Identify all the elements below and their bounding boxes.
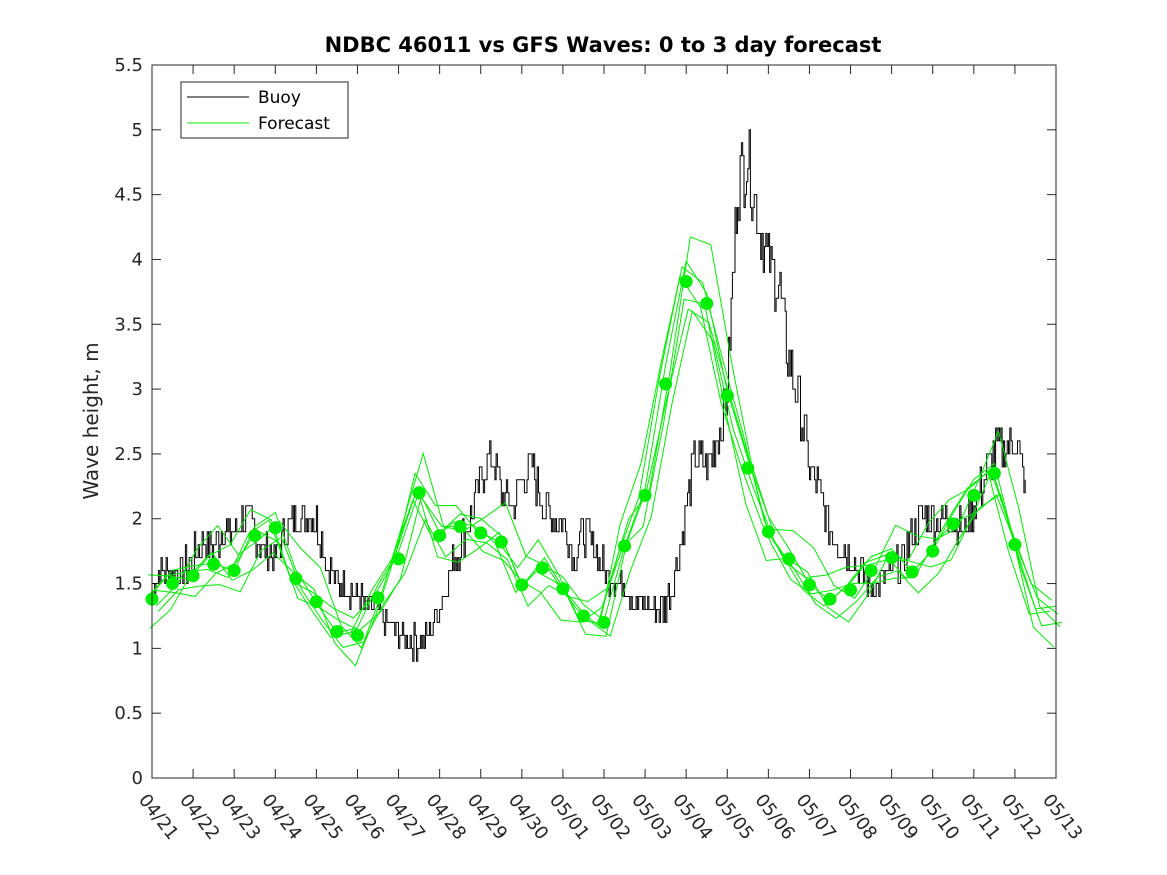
y-tick-label: 0 <box>132 768 143 789</box>
x-ticks: 04/2104/2204/2304/2404/2504/2604/2704/28… <box>134 65 1087 844</box>
x-tick-label: 05/13 <box>1038 790 1086 844</box>
forecast-point <box>618 539 632 553</box>
x-tick-label: 05/10 <box>915 790 963 844</box>
legend: Buoy Forecast <box>180 81 349 139</box>
legend-buoy-label: Buoy <box>258 88 301 108</box>
forecast-line <box>151 259 1057 634</box>
x-tick-label: 04/21 <box>134 790 182 844</box>
forecast-point <box>309 595 323 609</box>
x-tick-label: 05/04 <box>668 790 716 844</box>
forecast-point <box>474 526 488 540</box>
forecast-point <box>638 488 652 502</box>
forecast-point <box>535 561 549 575</box>
y-tick-label: 5.5 <box>114 55 143 76</box>
x-tick-label: 05/03 <box>627 790 675 844</box>
y-tick-label: 5 <box>132 120 143 141</box>
forecast-point <box>741 461 755 475</box>
x-tick-label: 04/27 <box>381 790 429 844</box>
y-tick-label: 3 <box>132 379 143 400</box>
x-tick-label: 04/24 <box>257 790 305 844</box>
forecast-point <box>946 517 960 531</box>
y-axis-label: Wave height, m <box>79 342 103 499</box>
forecast-point <box>864 564 878 578</box>
forecast-point <box>412 486 426 500</box>
forecast-point <box>392 552 406 566</box>
x-tick-label: 04/25 <box>298 790 346 844</box>
x-tick-label: 05/01 <box>545 790 593 844</box>
forecast-point <box>1008 538 1022 552</box>
forecast-point <box>207 557 221 571</box>
forecast-point <box>700 297 714 311</box>
forecast-point <box>905 565 919 579</box>
chart-title: NDBC 46011 vs GFS Waves: 0 to 3 day fore… <box>325 33 882 57</box>
forecast-line <box>145 274 1050 638</box>
legend-forecast-label: Forecast <box>258 114 330 134</box>
forecast-point <box>330 625 344 639</box>
y-tick-label: 2 <box>132 509 143 530</box>
forecast-point <box>987 466 1001 480</box>
forecast-point <box>679 274 693 288</box>
forecast-point <box>967 488 981 502</box>
forecast-point <box>885 551 899 565</box>
forecast-point <box>926 544 940 558</box>
forecast-point <box>350 628 364 642</box>
x-tick-label: 05/09 <box>874 790 922 844</box>
forecast-point <box>720 389 734 403</box>
x-tick-label: 04/28 <box>422 790 470 844</box>
forecast-point <box>576 609 590 623</box>
forecast-line <box>155 236 1061 649</box>
forecast-point <box>166 577 180 591</box>
x-tick-label: 05/07 <box>792 790 840 844</box>
buoy-line <box>152 129 1026 662</box>
x-tick-label: 05/06 <box>750 790 798 844</box>
x-tick-label: 04/30 <box>504 790 552 844</box>
forecast-point <box>227 564 241 578</box>
legend-box <box>180 81 349 139</box>
forecast-point <box>453 520 467 534</box>
forecast-point <box>186 569 200 583</box>
forecast-point <box>515 578 529 592</box>
y-tick-label: 4.5 <box>114 185 143 206</box>
forecast-line <box>154 308 1059 637</box>
forecast-point <box>782 552 796 566</box>
x-tick-label: 05/08 <box>833 790 881 844</box>
x-tick-label: 05/11 <box>956 790 1004 844</box>
forecast-point <box>268 521 282 535</box>
forecast-point <box>494 535 508 549</box>
y-tick-label: 3.5 <box>114 314 143 335</box>
x-tick-label: 04/22 <box>175 790 223 844</box>
forecast-point <box>433 529 447 543</box>
y-tick-label: 4 <box>132 249 143 270</box>
y-tick-label: 1 <box>132 638 143 659</box>
forecast-point <box>289 571 303 585</box>
y-tick-label: 1.5 <box>114 574 143 595</box>
x-tick-label: 04/29 <box>463 790 511 844</box>
y-tick-label: 2.5 <box>114 444 143 465</box>
forecast-point <box>802 578 816 592</box>
forecast-point <box>248 529 262 543</box>
y-ticks: 0 0.5 1 1.5 2 2.5 3 3.5 4 4.5 5 5.5 <box>114 55 1056 789</box>
plot-area <box>145 129 1063 667</box>
forecast-point <box>371 591 385 605</box>
forecast-point <box>597 615 611 629</box>
x-tick-label: 05/05 <box>709 790 757 844</box>
forecast-line <box>157 309 1063 649</box>
forecast-point <box>659 377 673 391</box>
axes-box <box>151 64 1057 779</box>
forecast-point <box>761 525 775 539</box>
y-tick-label: 0.5 <box>114 703 143 724</box>
forecast-point <box>844 583 858 597</box>
x-tick-label: 05/02 <box>586 790 634 844</box>
x-tick-label: 04/23 <box>216 790 264 844</box>
x-tick-label: 05/12 <box>997 790 1045 844</box>
forecast-point <box>823 592 837 606</box>
x-tick-label: 04/26 <box>340 790 388 844</box>
forecast-point <box>556 582 570 596</box>
